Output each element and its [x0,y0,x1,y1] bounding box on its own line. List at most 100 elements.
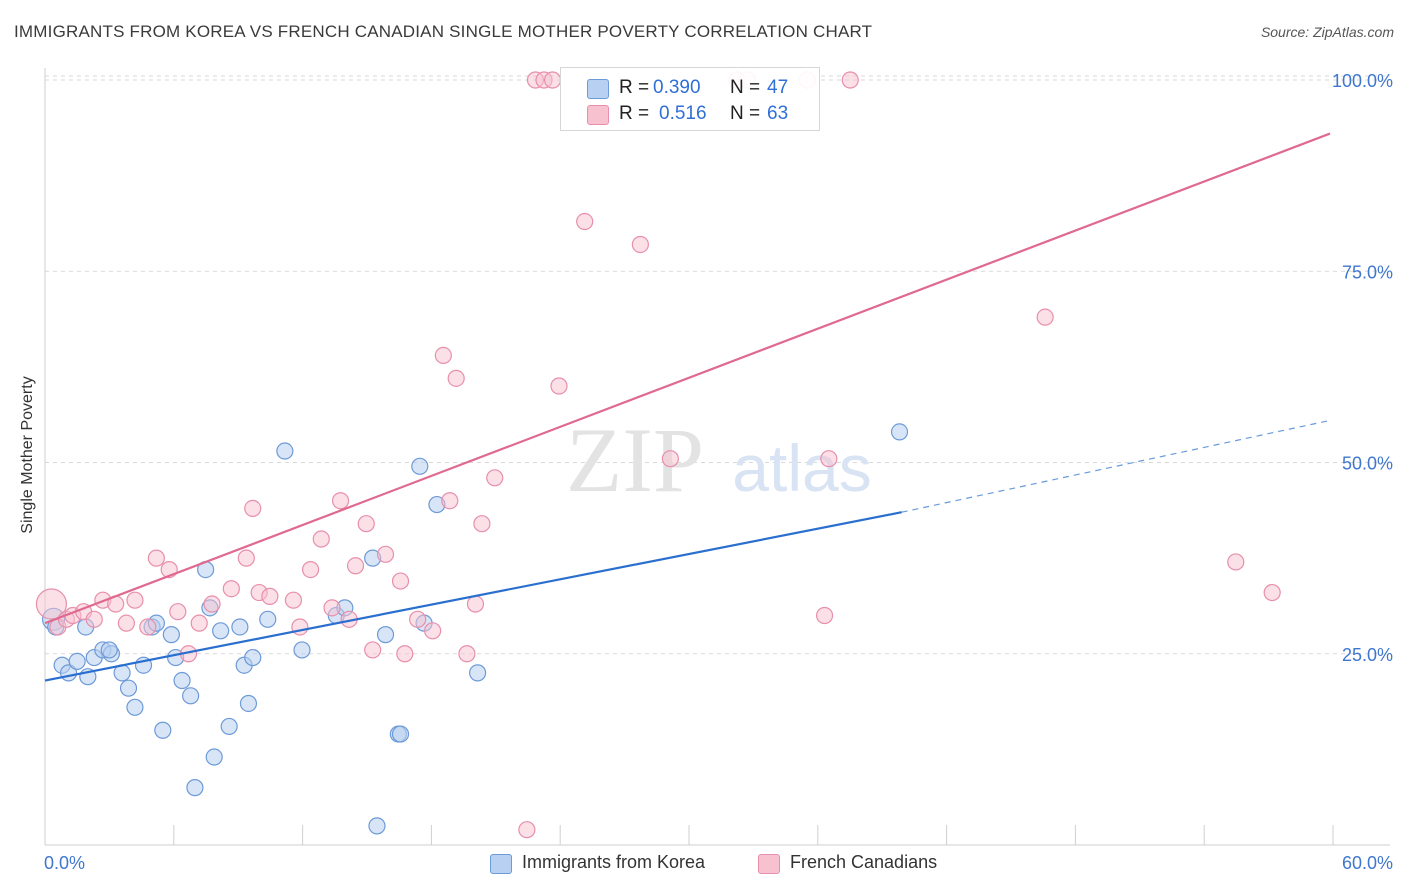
data-point-french-canadians [147,549,165,567]
y-tick-label: 75.0% [1342,262,1393,282]
data-point-korea [119,679,138,697]
data-point-french-canadians [139,618,157,636]
legend-n-label: N = [730,77,761,98]
data-point-korea [154,721,172,739]
legend-n-label: N = [730,103,761,124]
axes-layer [44,68,1390,846]
data-point-french-canadians [1263,583,1281,602]
data-point-french-canadians [376,545,395,563]
data-point-korea [368,817,386,835]
bottom-legend-swatch-french-canadians [758,854,780,874]
data-point-french-canadians [396,645,414,663]
data-point-french-canadians [312,530,330,548]
data-point-korea [68,652,86,671]
data-point-french-canadians [222,580,240,598]
watermark: ZIP atlas [566,409,872,511]
data-point-korea [126,698,144,716]
data-point-french-canadians [434,346,452,364]
data-point-french-canadians [841,71,859,89]
trend-lines [44,132,1331,682]
data-point-french-canadians [169,603,187,621]
data-point-french-canadians [1227,553,1245,571]
trend-line-french-canadians [44,132,1331,625]
legend-r-value-korea: 0.390 [653,77,701,98]
data-point-korea [293,641,311,659]
data-point-korea [239,694,258,713]
data-point-french-canadians [409,610,427,628]
grid-layer [45,75,1390,655]
data-point-french-canadians [631,235,649,254]
data-point-french-canadians [447,369,465,387]
data-point-french-canadians [550,377,568,395]
watermark-atlas: atlas [732,431,871,505]
x-tick-label-min: 0.0% [44,853,85,873]
chart-title: IMMIGRANTS FROM KOREA VS FRENCH CANADIAN… [14,22,873,41]
data-point-french-canadians [357,515,375,533]
data-point-french-canadians [190,614,208,632]
data-point-korea [376,626,395,644]
data-point-french-canadians [466,595,485,613]
bottom-legend-label-french-canadians: French Canadians [790,852,938,872]
data-point-french-canadians [424,622,442,640]
data-point-french-canadians [364,641,382,659]
data-point-korea [212,622,230,640]
source-label: Source: ZipAtlas.com [1260,24,1394,40]
legend-swatch-korea [587,79,609,99]
correlation-legend: R = 0.390 N = 47 R = 0.516 N = 63 [560,67,820,131]
legend-r-label: R = [619,103,650,124]
data-point-french-canadians [85,610,103,628]
x-tick-label-max: 60.0% [1342,853,1393,873]
data-point-french-canadians [820,450,838,468]
data-point-french-canadians [261,587,279,605]
data-point-french-canadians [301,560,320,579]
series-french-canadians-points [35,71,1281,839]
data-point-french-canadians [486,469,504,487]
data-point-french-canadians [661,450,679,468]
data-point-french-canadians [543,71,562,89]
y-tick-label: 25.0% [1342,645,1393,665]
data-point-french-canadians [815,606,834,625]
data-point-korea [231,618,249,636]
data-point-french-canadians [35,588,68,620]
trend-line-korea-extrapolated [901,419,1331,513]
bottom-legend-label-korea: Immigrants from Korea [522,852,706,872]
data-point-korea [220,717,238,736]
y-tick-label: 50.0% [1342,454,1393,474]
tick-labels: 25.0% 50.0% 75.0% 100.0% 0.0% 60.0% [44,71,1393,873]
data-point-korea [469,664,487,682]
series-korea-points [41,423,909,835]
data-point-french-canadians [518,821,536,839]
data-point-korea [411,457,429,475]
data-point-french-canadians [284,591,303,609]
data-point-korea [276,442,294,460]
legend-n-value-french-canadians: 63 [767,103,789,124]
legend-r-value-french-canadians: 0.516 [659,103,707,124]
data-point-korea [186,779,204,797]
data-point-french-canadians [473,515,491,533]
data-point-french-canadians [237,549,255,567]
data-point-korea [259,610,277,628]
data-point-french-canadians [458,645,476,663]
data-point-french-canadians [203,595,221,613]
legend-swatch-french-canadians [587,105,609,125]
y-tick-label: 100.0% [1332,71,1393,91]
data-point-korea [890,423,909,441]
data-point-french-canadians [576,212,594,231]
bottom-legend-swatch-korea [490,854,512,874]
data-point-korea [100,641,118,659]
data-point-korea [244,648,262,667]
data-point-french-canadians [331,492,350,510]
data-point-french-canadians [323,599,341,617]
data-point-korea [173,671,191,690]
data-point-french-canadians [126,591,144,609]
data-point-korea [205,748,223,766]
data-point-french-canadians [1036,308,1054,326]
data-point-french-canadians [441,492,459,510]
legend-n-value-korea: 47 [767,77,789,98]
data-point-french-canadians [391,572,410,590]
watermark-zip: ZIP [566,409,704,511]
data-point-korea [182,687,200,705]
trend-line-korea [44,511,902,682]
data-point-french-canadians [117,614,135,632]
